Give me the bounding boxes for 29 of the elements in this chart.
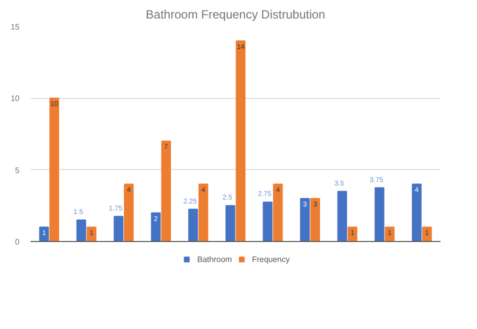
bar <box>124 184 134 242</box>
bar <box>273 184 283 242</box>
bar <box>262 202 273 242</box>
bar <box>76 220 86 242</box>
bar <box>412 184 422 242</box>
bar <box>226 205 236 242</box>
bar <box>39 226 49 242</box>
y-tick-label: 0 <box>15 238 20 246</box>
bar <box>374 187 384 242</box>
bar <box>161 140 171 242</box>
bar <box>150 212 161 242</box>
chart-title: Bathroom Frequency Distrubution <box>146 8 326 22</box>
legend-label: Bathroom <box>197 254 232 264</box>
bar <box>198 184 208 242</box>
bar <box>422 226 432 242</box>
bar <box>337 190 348 242</box>
bar <box>188 208 198 242</box>
bar <box>348 226 358 242</box>
y-tick-label: 15 <box>10 22 20 32</box>
y-tick-label: 5 <box>15 166 20 175</box>
bar <box>236 40 246 242</box>
bar <box>384 226 395 242</box>
bar <box>300 198 310 242</box>
bar <box>86 226 96 242</box>
y-tick-label: 10 <box>10 94 20 104</box>
bar <box>310 198 320 242</box>
bar <box>49 98 60 242</box>
bar <box>114 216 124 242</box>
legend-label: Frequency <box>252 254 290 264</box>
